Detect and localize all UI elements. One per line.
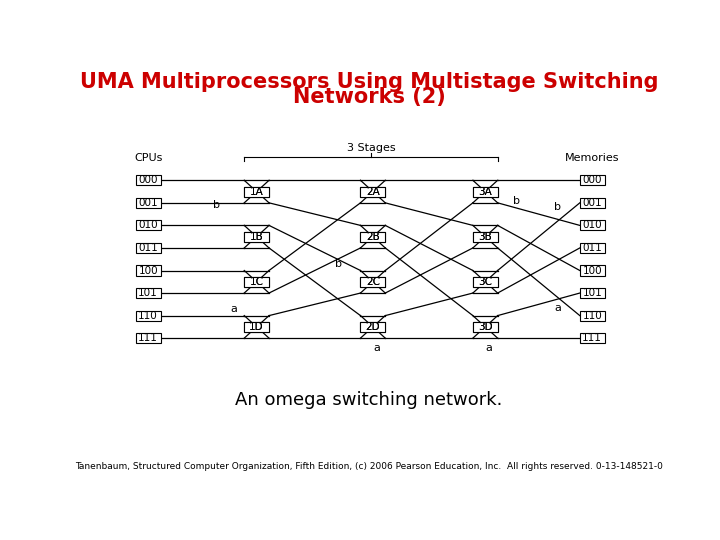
FancyBboxPatch shape [244,322,269,332]
Text: a: a [554,303,561,313]
Text: 101: 101 [582,288,602,298]
FancyBboxPatch shape [136,176,161,185]
FancyBboxPatch shape [473,277,498,287]
FancyBboxPatch shape [136,333,161,343]
Text: b: b [335,259,341,269]
FancyBboxPatch shape [361,322,385,332]
Text: 1A: 1A [250,187,264,197]
Text: 1C: 1C [250,277,264,287]
Text: 011: 011 [138,243,158,253]
Text: b: b [213,200,220,210]
Text: 2A: 2A [366,187,379,197]
Text: 100: 100 [582,266,602,275]
FancyBboxPatch shape [580,333,605,343]
Text: 3C: 3C [478,277,492,287]
FancyBboxPatch shape [473,277,498,287]
Text: 3D: 3D [478,322,492,332]
FancyBboxPatch shape [361,322,385,332]
Text: 101: 101 [138,288,158,298]
Text: 3D: 3D [478,322,492,332]
FancyBboxPatch shape [580,198,605,208]
FancyBboxPatch shape [580,176,605,185]
Text: 110: 110 [138,310,158,321]
Text: CPUs: CPUs [134,153,162,164]
Text: 3 Stages: 3 Stages [346,143,395,153]
Text: 1B: 1B [250,232,264,242]
Text: 111: 111 [582,333,602,343]
FancyBboxPatch shape [136,310,161,321]
FancyBboxPatch shape [473,322,498,332]
FancyBboxPatch shape [580,288,605,298]
Text: 2B: 2B [366,232,379,242]
Text: 111: 111 [138,333,158,343]
FancyBboxPatch shape [580,243,605,253]
Text: 010: 010 [138,220,158,231]
Text: 2D: 2D [366,322,380,332]
Text: 000: 000 [138,176,158,185]
Text: 001: 001 [138,198,158,208]
FancyBboxPatch shape [136,266,161,275]
Text: 1D: 1D [249,322,264,332]
Text: 1A: 1A [250,187,264,197]
Text: Networks (2): Networks (2) [292,87,446,107]
FancyBboxPatch shape [473,232,498,242]
FancyBboxPatch shape [136,288,161,298]
FancyBboxPatch shape [473,186,498,197]
FancyBboxPatch shape [136,243,161,253]
Text: UMA Multiprocessors Using Multistage Switching: UMA Multiprocessors Using Multistage Swi… [80,72,658,92]
Text: a: a [373,343,380,353]
Text: 2D: 2D [366,322,380,332]
Text: Memories: Memories [565,153,619,164]
FancyBboxPatch shape [473,186,498,197]
Text: 1B: 1B [250,232,264,242]
Text: 2C: 2C [366,277,380,287]
FancyBboxPatch shape [244,277,269,287]
Text: 2C: 2C [366,277,380,287]
Text: a: a [486,343,492,353]
Text: Tanenbaum, Structured Computer Organization, Fifth Edition, (c) 2006 Pearson Edu: Tanenbaum, Structured Computer Organizat… [75,462,663,471]
FancyBboxPatch shape [136,220,161,231]
FancyBboxPatch shape [244,186,269,197]
FancyBboxPatch shape [473,322,498,332]
FancyBboxPatch shape [136,198,161,208]
Text: 2A: 2A [366,187,379,197]
FancyBboxPatch shape [361,277,385,287]
FancyBboxPatch shape [361,232,385,242]
Text: a: a [230,305,237,314]
Text: 3B: 3B [478,232,492,242]
Text: 3A: 3A [478,187,492,197]
Text: 110: 110 [582,310,602,321]
Text: 011: 011 [582,243,602,253]
Text: 1C: 1C [250,277,264,287]
FancyBboxPatch shape [244,277,269,287]
FancyBboxPatch shape [361,232,385,242]
Text: 010: 010 [582,220,602,231]
FancyBboxPatch shape [244,322,269,332]
Text: b: b [554,202,561,212]
FancyBboxPatch shape [580,310,605,321]
FancyBboxPatch shape [473,232,498,242]
FancyBboxPatch shape [361,277,385,287]
Text: b: b [513,197,520,206]
FancyBboxPatch shape [580,220,605,231]
FancyBboxPatch shape [361,186,385,197]
FancyBboxPatch shape [361,186,385,197]
FancyBboxPatch shape [244,232,269,242]
Text: 000: 000 [582,176,602,185]
Text: 3A: 3A [478,187,492,197]
FancyBboxPatch shape [580,266,605,275]
FancyBboxPatch shape [244,232,269,242]
Text: 2B: 2B [366,232,379,242]
Text: 100: 100 [138,266,158,275]
Text: 1D: 1D [249,322,264,332]
Text: 3B: 3B [478,232,492,242]
Text: An omega switching network.: An omega switching network. [235,391,503,409]
FancyBboxPatch shape [244,186,269,197]
Text: 001: 001 [582,198,602,208]
Text: 3C: 3C [478,277,492,287]
